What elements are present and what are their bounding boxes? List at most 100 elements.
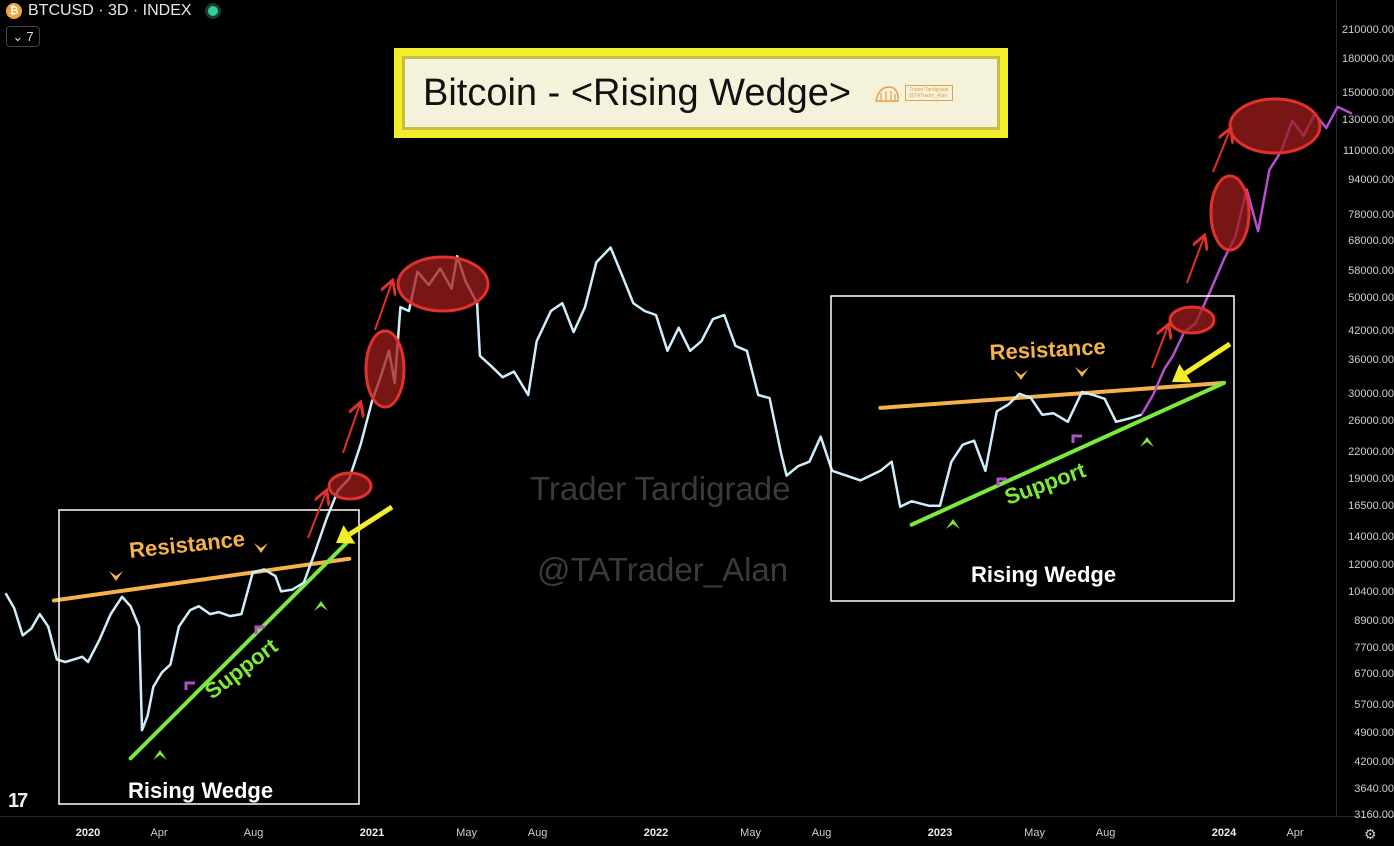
time-tick-label: 2020 [75,827,101,839]
support-line-2 [909,380,1226,527]
time-tick-label: Apr [1286,827,1304,839]
trend-arrow-5 [1186,237,1204,284]
indicator-count: 7 [26,29,34,44]
author-logo: Trader Tardigrade @TATrader_Alan [873,81,953,105]
support-touch-marker-1 [153,750,167,760]
symbol-header[interactable]: ₿ BTCUSD · 3D · INDEX [6,2,218,20]
price-tick-label: 8900.00 [1354,615,1394,628]
price-tick-label: 50000.00 [1348,292,1394,305]
price-tick-label: 12000.00 [1348,559,1394,572]
breakout-ellipse-3 [396,255,490,313]
resistance-line-2 [878,380,1226,410]
price-tick-label: 68000.00 [1348,234,1394,247]
price-tick-label: 150000.00 [1342,86,1394,99]
resistance-label-2: Resistance [989,334,1106,365]
price-tick-label: 26000.00 [1348,414,1394,427]
breakout-ellipse-2 [364,329,406,409]
breakout-arrow-2-head [1172,364,1192,383]
tardigrade-logo-icon [875,86,899,102]
time-tick-label: 2023 [927,827,953,839]
trend-arrow-3 [374,282,392,331]
breakout-arrow-2-shaft [1184,341,1232,376]
angle-marker-4 [1071,434,1082,443]
time-axis-border [0,816,1394,817]
trend-arrow-4 [1151,326,1168,369]
time-tick-label: Aug [243,827,264,839]
support-label-1: Support [200,633,283,704]
price-tick-label: 4200.00 [1354,755,1394,768]
chart-title: Bitcoin - <Rising Wedge> [423,71,852,114]
bitcoin-icon: ₿ [6,3,22,19]
author-logo-text: Trader Tardigrade @TATrader_Alan [905,85,953,101]
chart-title-inner: Bitcoin - <Rising Wedge> Trader Tardigra… [402,56,1000,130]
logo-line-1: Trader Tardigrade [909,87,949,93]
support-touch-marker-2 [314,601,328,611]
price-tick-label: 14000.00 [1348,530,1394,543]
price-tick-label: 4900.00 [1354,726,1394,739]
trend-arrow-6 [1212,130,1230,173]
price-tick-label: 3640.00 [1354,782,1394,795]
breakout-arrow-1-head [336,525,356,544]
time-tick-label: 2021 [359,827,385,839]
breakout-arrow-1 [336,504,394,544]
price-tick-label: 7700.00 [1354,642,1394,655]
chart-title-box: Bitcoin - <Rising Wedge> Trader Tardigra… [394,48,1008,138]
support-touch-marker-4 [1140,437,1154,447]
trend-arrow-1 [307,492,326,539]
time-tick-label: Apr [150,827,168,839]
price-tick-label: 78000.00 [1348,209,1394,222]
price-tick-label: 94000.00 [1348,174,1394,187]
resistance-touch-marker-1 [109,571,123,581]
breakout-arrow-2 [1172,341,1232,383]
breakout-ellipse-1 [327,471,373,501]
price-tick-label: 30000.00 [1348,388,1394,400]
watermark-line-2: @TATrader_Alan [537,551,788,588]
price-tick-label: 22000.00 [1348,446,1394,459]
price-tick-label: 210000.00 [1342,24,1394,36]
price-axis-border [1336,0,1337,816]
price-tick-label: 130000.00 [1342,113,1394,126]
time-tick-label: May [740,827,761,839]
price-tick-label: 6700.00 [1354,668,1394,681]
collapse-indicators-button[interactable]: ⌄ 7 [6,26,40,47]
time-tick-label: 2022 [643,827,669,839]
resistance-line-1 [51,556,352,603]
trend-arrow-2 [342,404,360,454]
breakout-arrow-1-shaft [348,504,394,537]
time-tick-label: May [1024,827,1045,839]
price-tick-label: 16500.00 [1348,499,1394,512]
tradingview-logo[interactable]: 17 [8,790,28,812]
resistance-touch-marker-4 [1075,367,1089,377]
projection-line [1140,105,1353,416]
settings-gear-icon[interactable]: ⚙ [1364,826,1377,842]
angle-marker-3 [996,477,1007,486]
resistance-touch-marker-2 [254,543,268,553]
wedge-frame-2 [830,295,1235,602]
symbol-label: BTCUSD · 3D · INDEX [28,2,192,19]
time-tick-label: Aug [811,827,832,839]
logo-line-2: @TATrader_Alan [909,93,948,99]
support-line-1 [128,538,352,761]
price-tick-label: 58000.00 [1348,264,1394,277]
time-tick-label: May [456,827,477,839]
watermark-line-1: Trader Tardigrade [530,470,790,507]
angle-marker-1 [184,681,195,690]
price-tick-label: 180000.00 [1342,52,1394,65]
time-tick-label: Aug [527,827,548,839]
breakout-ellipse-5 [1209,174,1251,252]
wedge-frame-1 [58,509,360,805]
time-tick-label: 2024 [1211,827,1237,839]
resistance-label-1: Resistance [128,526,246,563]
wedge-label-1: Rising Wedge [128,778,273,803]
wedge-label-2: Rising Wedge [971,562,1116,587]
price-tick-label: 110000.00 [1342,144,1394,157]
price-tick-label: 36000.00 [1348,353,1394,366]
price-tick-label: 10400.00 [1348,586,1394,599]
chevron-down-icon: ⌄ [12,28,24,44]
market-status-icon [207,6,218,16]
price-tick-label: 3160.00 [1354,809,1394,821]
angle-marker-2 [254,625,265,634]
breakout-ellipse-6 [1228,97,1322,155]
time-tick-label: Aug [1095,827,1116,839]
